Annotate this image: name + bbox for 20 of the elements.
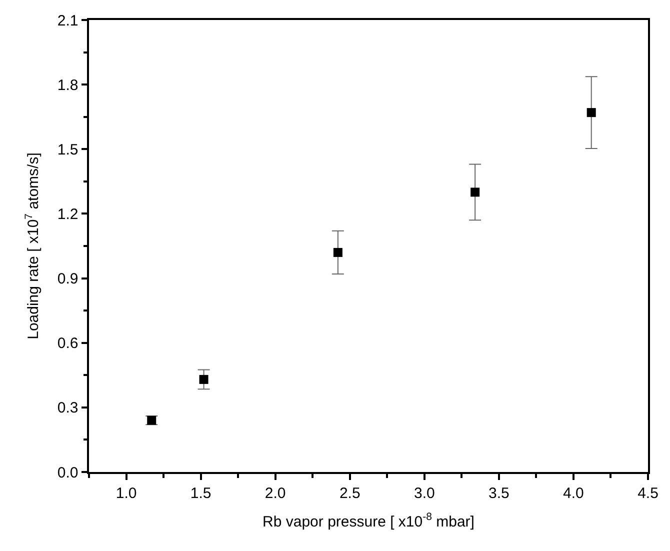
y-tick-label: 1.5 <box>57 141 78 158</box>
x-axis-title: Rb vapor pressure [ x10$^{-8}$ mbar] <box>262 510 474 530</box>
x-tick-label: 2.5 <box>339 484 360 502</box>
point <box>470 188 480 197</box>
x-tick-label: 3.5 <box>488 484 510 502</box>
y-tick-label: 2.1 <box>57 12 78 30</box>
point <box>586 108 596 118</box>
y-tick-label: 1.2 <box>57 206 78 223</box>
y-tick-label: 0.6 <box>57 335 78 352</box>
x-tick-label: 4.0 <box>563 484 584 502</box>
y-tick-label: 0.0 <box>57 464 78 482</box>
y-tick-label: 1.8 <box>57 76 78 94</box>
y-tick-label: 0.9 <box>57 270 78 288</box>
x-tick-label: 3.0 <box>414 484 435 502</box>
y-tick-label: 0.3 <box>57 400 78 417</box>
x-tick-label: 2.0 <box>264 484 286 502</box>
x-tick-label: 4.5 <box>638 484 658 502</box>
point <box>333 248 342 257</box>
x-tick-label: 1.0 <box>116 484 137 502</box>
x-tick-label: 1.5 <box>190 484 212 502</box>
